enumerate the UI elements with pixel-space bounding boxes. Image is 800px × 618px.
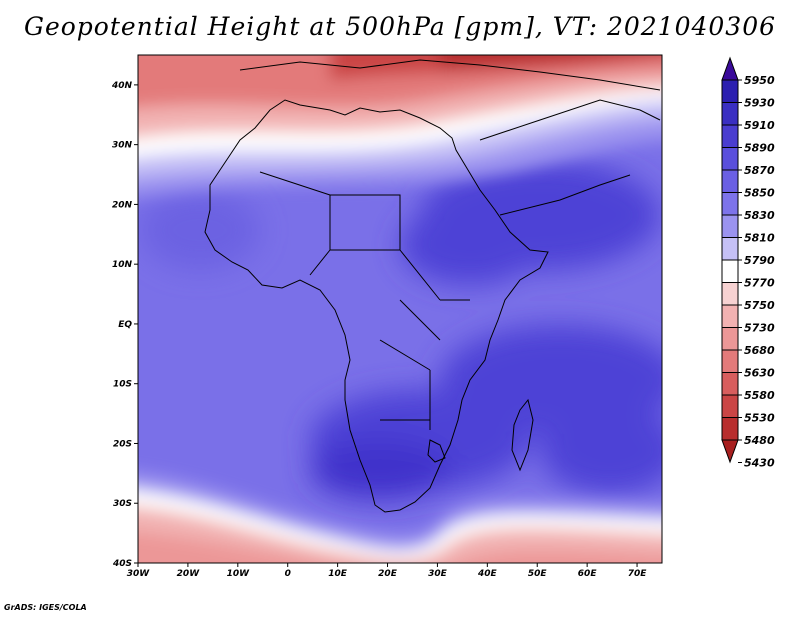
coastlines xyxy=(204,59,661,513)
lon-tick-label: 20E xyxy=(378,569,398,579)
colorbar-box xyxy=(721,282,739,306)
map-title: Geopotential Height at 500hPa [gpm], VT:… xyxy=(23,12,777,41)
lon-tick-label: 10E xyxy=(328,569,348,579)
lon-tick-label: 30E xyxy=(428,569,448,579)
colorbar-label: 5680 xyxy=(744,344,775,357)
colorbar-box xyxy=(721,394,739,418)
latitude-ticks: 40N 30N 20N 10N EQ 10S 20S 30S 40S xyxy=(111,81,138,569)
lat-tick-label: 40N xyxy=(111,81,133,91)
colorbar-label: 5630 xyxy=(744,367,775,380)
colorbar-box xyxy=(721,102,739,126)
lon-tick-label: 70E xyxy=(628,569,648,579)
colorbar-box xyxy=(721,192,739,216)
colorbar-label: 5730 xyxy=(744,322,775,335)
colorbar-box xyxy=(721,79,739,103)
colorbar-box xyxy=(721,304,739,328)
colorbar-bottom-arrow xyxy=(721,439,739,464)
height-field xyxy=(138,55,662,563)
colorbar-label: 5930 xyxy=(744,97,775,110)
colorbar: 5950 5930 5910 5890 5870 5850 5830 5810 5790 5770… xyxy=(721,56,775,470)
colorbar-label: 5580 xyxy=(744,389,775,402)
colorbar-box xyxy=(721,147,739,171)
lat-tick-label: 40S xyxy=(112,559,132,569)
colorbar-label: 5530 xyxy=(744,412,775,425)
colorbar-label: 5810 xyxy=(744,232,775,245)
lat-tick-label: 30N xyxy=(112,141,133,151)
lat-tick-label: 10S xyxy=(113,380,132,390)
colorbar-label: 5850 xyxy=(744,187,775,200)
colorbar-box xyxy=(721,124,739,148)
colorbar-box xyxy=(721,214,739,238)
colorbar-label: 5950 xyxy=(744,74,775,87)
colorbar-label: 5790 xyxy=(744,254,775,267)
colorbar-box xyxy=(721,169,739,193)
colorbar-box xyxy=(721,349,739,373)
map-frame xyxy=(137,54,663,564)
colorbar-label: 5870 xyxy=(744,164,775,177)
lon-tick-label: 60E xyxy=(578,569,598,579)
grads-credit: GrADS: IGES/COLA xyxy=(4,603,87,612)
lon-tick-label: 20W xyxy=(177,569,201,579)
longitude-ticks: 30W 20W 10W 0 10E 20E 30E 40E 50E 60E 70E xyxy=(127,563,647,579)
lat-tick-label: EQ xyxy=(118,320,132,330)
colorbar-box xyxy=(721,327,739,351)
lat-tick-label: 10N xyxy=(112,260,133,270)
colorbar-label: 5750 xyxy=(744,299,775,312)
lon-tick-label: 30W xyxy=(127,569,151,579)
colorbar-label: 5910 xyxy=(744,119,775,132)
colorbar-label: 5430 xyxy=(744,457,775,470)
lon-tick-label: 40E xyxy=(477,569,498,579)
colorbar-box xyxy=(721,417,739,441)
lat-tick-label: 20S xyxy=(113,439,132,449)
colorbar-label: 5890 xyxy=(744,142,775,155)
colorbar-label: 5770 xyxy=(744,277,775,290)
colorbar-box xyxy=(721,372,739,396)
lon-tick-label: 10W xyxy=(227,569,251,579)
colorbar-label: 5480 xyxy=(744,434,775,447)
colorbar-box xyxy=(721,237,739,261)
lon-tick-label: 0 xyxy=(285,569,291,579)
lat-tick-label: 30S xyxy=(113,499,132,509)
colorbar-label: 5830 xyxy=(744,209,775,222)
lat-tick-label: 20N xyxy=(112,200,133,210)
colorbar-box xyxy=(721,259,739,283)
colorbar-top-arrow xyxy=(721,56,739,81)
lon-tick-label: 50E xyxy=(528,569,548,579)
